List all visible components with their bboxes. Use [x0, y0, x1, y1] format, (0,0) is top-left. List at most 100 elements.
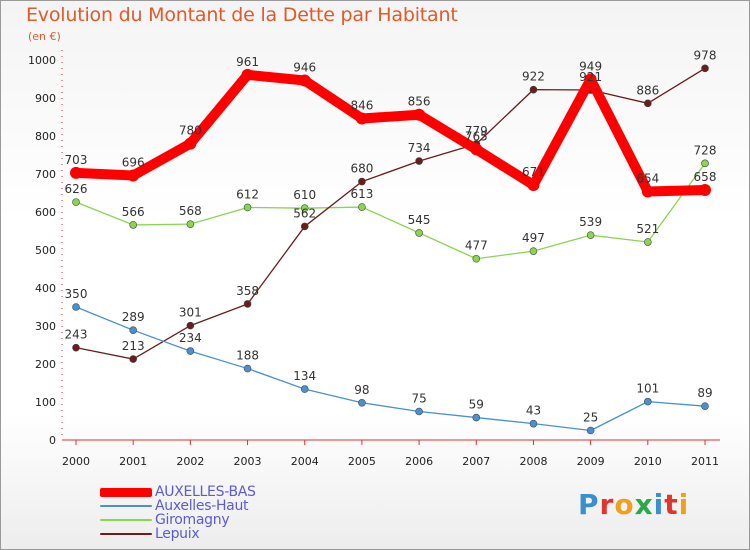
chart-subtitle: (en €) [28, 30, 61, 43]
x-tick-label: 2009 [577, 455, 605, 468]
data-label: 779 [465, 124, 488, 138]
data-label: 25 [583, 411, 598, 425]
data-point [129, 355, 137, 363]
legend-item: Giromagny [100, 512, 256, 528]
legend-item: AUXELLES-BAS [100, 484, 256, 500]
data-label: 671 [522, 165, 545, 179]
data-point [472, 254, 481, 263]
legend-swatch [100, 533, 152, 535]
data-label: 562 [293, 206, 316, 220]
x-tick-label: 2004 [291, 455, 319, 468]
legend-label: AUXELLES-BAS [155, 484, 256, 500]
data-label: 234 [179, 331, 202, 345]
data-label: 765 [465, 129, 488, 143]
x-tick-label: 2008 [519, 455, 547, 468]
data-point [701, 64, 709, 73]
y-tick-label: 900 [35, 92, 56, 105]
legend-item: Lepuix [100, 526, 256, 542]
logo-letter: i [678, 488, 690, 521]
logo-letter: x [634, 488, 654, 521]
chart-title: Evolution du Montant de la Dette par Hab… [26, 4, 458, 26]
data-point [186, 347, 195, 355]
data-label: 961 [236, 55, 259, 69]
data-point [701, 402, 709, 410]
data-label: 213 [122, 339, 145, 353]
data-label: 654 [636, 171, 659, 185]
logo-letter: i [653, 488, 665, 521]
logo-letter: o [614, 488, 635, 521]
data-point [529, 247, 538, 255]
data-label: 545 [408, 213, 431, 227]
data-label: 658 [694, 170, 717, 184]
data-point [298, 74, 311, 87]
x-tick-label: 2003 [234, 455, 262, 468]
y-tick-label: 700 [35, 168, 56, 181]
x-tick-label: 2006 [405, 455, 433, 468]
y-tick-label: 800 [35, 130, 56, 143]
data-label: 75 [411, 392, 426, 406]
data-point [586, 231, 595, 239]
data-label: 703 [65, 153, 88, 167]
data-point [644, 238, 652, 246]
data-point [129, 221, 137, 229]
legend: AUXELLES-BAS Auxelles-Haut Giromagny Lepuix [100, 484, 256, 542]
data-point [415, 229, 423, 237]
data-point [72, 303, 80, 311]
data-label: 728 [694, 143, 717, 157]
data-point [186, 321, 195, 330]
data-point [413, 108, 426, 121]
logo-letter: r [599, 488, 615, 521]
data-label: 780 [179, 124, 202, 138]
data-label: 846 [350, 99, 373, 113]
logo-letter: t [664, 488, 679, 521]
data-label: 98 [354, 383, 369, 397]
data-label: 566 [122, 205, 145, 219]
x-tick-label: 2001 [119, 455, 147, 468]
proxiti-logo: Proxiti [578, 488, 689, 521]
data-label: 946 [293, 61, 316, 75]
data-label: 734 [408, 141, 431, 155]
data-label: 949 [579, 59, 602, 73]
legend-swatch [100, 487, 152, 497]
series-line [75, 306, 706, 432]
data-point [527, 179, 540, 192]
data-label: 921 [579, 70, 602, 84]
data-label: 89 [697, 386, 712, 400]
data-point [72, 198, 80, 206]
x-tick-label: 2002 [176, 455, 204, 468]
data-label: 886 [636, 83, 659, 97]
data-point [72, 343, 80, 352]
legend-swatch [100, 519, 152, 521]
data-point [358, 177, 366, 186]
data-label: 613 [350, 187, 373, 201]
series-line [71, 69, 710, 197]
y-tick-label: 300 [35, 320, 56, 333]
data-label: 289 [122, 310, 145, 324]
x-tick-label: 2000 [62, 455, 90, 468]
data-label: 188 [236, 349, 259, 363]
data-label: 922 [522, 70, 545, 84]
y-tick-label: 400 [35, 282, 56, 295]
data-point [300, 204, 309, 212]
data-point [243, 203, 252, 212]
data-label: 358 [236, 284, 259, 298]
data-label: 350 [65, 287, 88, 301]
y-tick-label: 0 [49, 434, 56, 447]
data-label: 477 [465, 239, 488, 253]
data-point [701, 159, 709, 168]
data-label: 696 [122, 156, 145, 170]
data-point [415, 157, 423, 165]
data-label: 568 [179, 204, 202, 218]
data-point [127, 169, 140, 182]
data-point [243, 300, 252, 308]
data-label: 612 [236, 187, 259, 201]
data-label: 301 [179, 306, 202, 320]
y-tick-label: 1000 [28, 54, 56, 67]
x-tick-label: 2010 [634, 455, 662, 468]
data-label: 101 [636, 382, 659, 396]
data-label: 521 [636, 222, 659, 236]
data-label: 243 [65, 328, 88, 342]
y-tick-label: 100 [35, 396, 56, 409]
